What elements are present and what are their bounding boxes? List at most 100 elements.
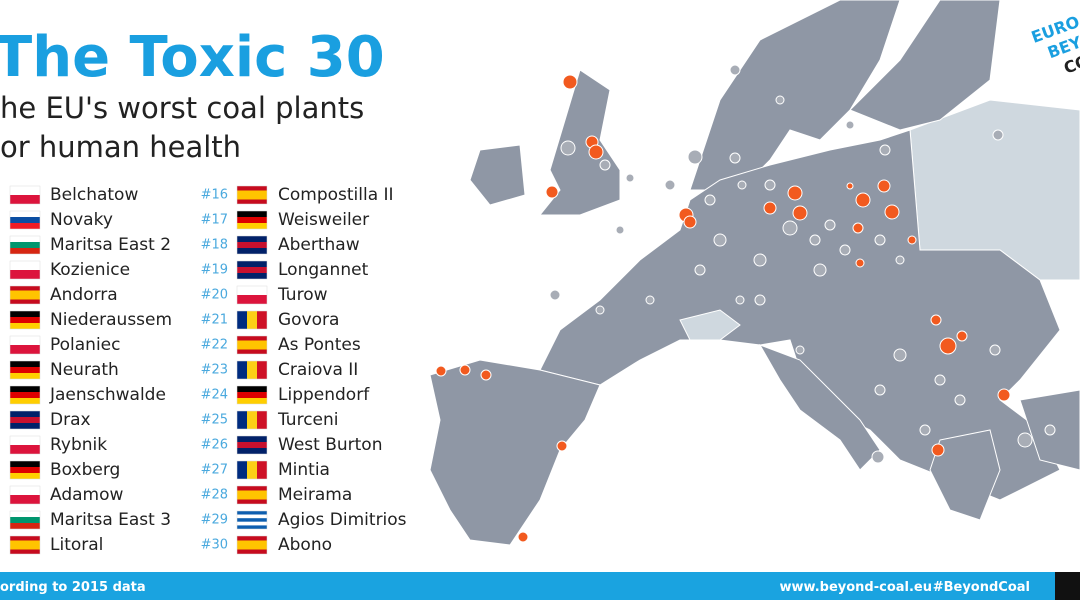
plant-marker — [645, 295, 655, 305]
logo: EURO BEYO COA — [1029, 12, 1080, 78]
flag-border — [236, 185, 268, 205]
plant-marker — [787, 185, 803, 201]
plant-name: Agios Dimitrios — [278, 510, 407, 530]
flag-stripe — [237, 511, 267, 515]
plant-marker — [852, 222, 864, 234]
flag-stripe — [237, 495, 267, 500]
plant-marker — [934, 374, 946, 386]
plant-marker — [809, 234, 821, 246]
flag-stripe — [10, 317, 40, 323]
flag-border — [9, 385, 41, 405]
plant-marker — [588, 144, 604, 160]
flag-stripe — [237, 442, 267, 448]
flag-border — [9, 535, 41, 555]
flag-stripe — [237, 536, 267, 541]
flag-stripe — [237, 190, 267, 195]
flag-stripe — [247, 361, 257, 379]
plant-rank: #26 — [201, 438, 228, 453]
flag-stripe — [237, 223, 267, 229]
flag-stripe — [10, 392, 40, 398]
flag-stripe — [10, 186, 40, 195]
flag-border — [9, 410, 41, 430]
plant-marker — [595, 305, 605, 315]
flag-stripe — [237, 518, 267, 522]
plant-marker — [459, 364, 471, 376]
plant-marker — [884, 204, 900, 220]
plant-marker — [879, 144, 891, 156]
flag-stripe — [10, 367, 40, 373]
flag-stripe — [237, 411, 247, 429]
plant-marker — [556, 440, 568, 452]
flag-stripe — [10, 270, 40, 279]
flag-border — [236, 535, 268, 555]
plant-rank: #23 — [201, 363, 228, 378]
plant-rank: #30 — [201, 538, 228, 553]
flag-stripe — [10, 549, 40, 554]
plant-marker — [989, 344, 1001, 356]
flag-stripe — [10, 467, 40, 473]
plant-marker — [694, 264, 706, 276]
flag-stripe — [10, 290, 40, 295]
flag-stripe — [10, 473, 40, 479]
plant-rank: #27 — [201, 463, 228, 478]
flag-border — [9, 510, 41, 530]
flag-border — [9, 435, 41, 455]
flag-stripe — [10, 436, 40, 445]
plant-marker — [754, 294, 766, 306]
plant-markers — [435, 64, 1056, 543]
flag-stripe — [237, 525, 267, 529]
footer-note: ording to 2015 data — [0, 580, 146, 595]
plant-name: Longannet — [278, 260, 369, 280]
flag-stripe — [10, 336, 40, 345]
flag-stripe — [237, 349, 267, 354]
flag-stripe — [10, 286, 40, 291]
flag-border — [236, 410, 268, 430]
plant-marker — [874, 234, 886, 246]
plant-rank: #29 — [201, 513, 228, 528]
flag-border — [236, 385, 268, 405]
plant-name: Jaenschwalde — [49, 385, 166, 405]
plant-marker — [792, 205, 808, 221]
plant-marker — [480, 369, 492, 381]
flag-stripe — [237, 336, 267, 341]
flag-border — [9, 460, 41, 480]
flag-stripe — [237, 211, 267, 217]
plant-name: Boxberg — [50, 460, 120, 480]
plant-name: Litoral — [50, 535, 103, 555]
plant-name: Compostilla II — [278, 185, 394, 205]
plant-marker — [549, 289, 561, 301]
flag-stripe — [247, 311, 257, 329]
flag-border — [236, 460, 268, 480]
flag-stripe — [10, 423, 40, 429]
plant-name: Rybnik — [50, 435, 107, 455]
plant-rank: #16 — [201, 188, 228, 203]
flag-border — [236, 285, 268, 305]
flag-stripe — [237, 549, 267, 554]
flag-stripe — [10, 411, 40, 417]
plant-name: Maritsa East 3 — [50, 510, 171, 530]
flag-stripe — [257, 361, 267, 379]
flag-stripe — [10, 517, 40, 523]
flag-stripe — [10, 511, 40, 517]
plant-marker — [907, 235, 917, 245]
plant-marker — [930, 314, 942, 326]
flag-stripe — [10, 223, 40, 229]
flag-stripe — [10, 461, 40, 467]
plant-marker — [737, 180, 747, 190]
flag-stripe — [237, 311, 247, 329]
flag-stripe — [237, 345, 267, 350]
flag-border — [236, 235, 268, 255]
plant-name: Turceni — [277, 410, 339, 430]
flag-stripe — [237, 267, 267, 273]
flag-stripe — [237, 392, 267, 398]
flag-stripe — [10, 248, 40, 254]
flag-border — [236, 360, 268, 380]
plant-marker — [625, 173, 635, 183]
map — [429, 0, 1080, 546]
flag-stripe — [10, 495, 40, 504]
plant-name: Turow — [277, 285, 328, 305]
plant-marker — [895, 255, 905, 265]
plant-marker — [845, 120, 855, 130]
plant-marker — [683, 215, 697, 229]
